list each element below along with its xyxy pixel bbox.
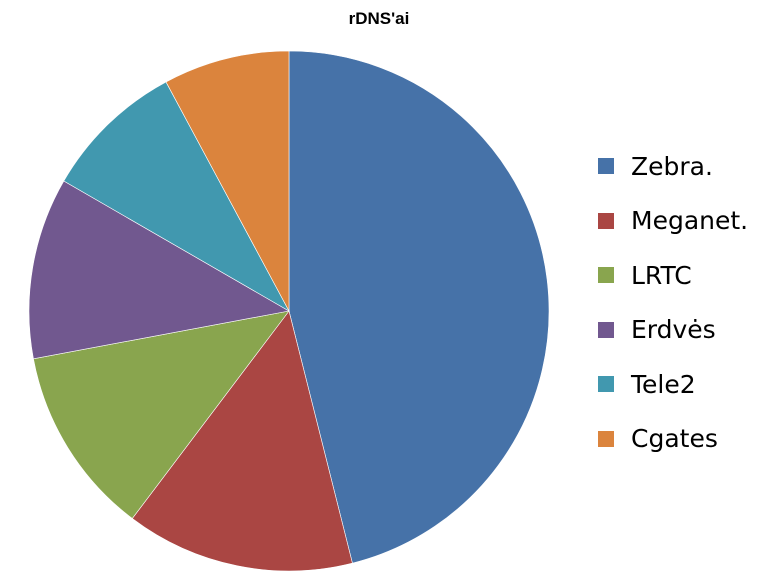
legend-swatch: [598, 376, 614, 393]
legend-swatch: [598, 158, 614, 175]
pie-slice-cgates: [165, 50, 290, 312]
legend-swatch: [598, 321, 614, 338]
pie-slices: [28, 50, 550, 572]
pie-slice-zebra: [288, 50, 550, 564]
chart-title: rDNS'ai: [348, 9, 410, 28]
pie-slice-lrtc: [33, 310, 290, 519]
legend-item-lrtc: LRTC: [598, 248, 748, 303]
legend-swatch: [598, 212, 614, 229]
legend-label: Tele2: [631, 369, 696, 399]
pie-slice-erdv-s: [28, 180, 290, 360]
legend-label: Erdvės: [631, 315, 716, 345]
legend-item-meganet: Meganet.: [598, 194, 748, 249]
legend-item-erdv-s: Erdvės: [598, 303, 748, 358]
pie-slice-tele2: [63, 81, 290, 312]
legend-label: Meganet.: [631, 206, 749, 236]
pie-slice-meganet: [131, 310, 353, 572]
legend-item-tele2: Tele2: [598, 357, 748, 412]
chart-legend: Zebra. Meganet. LRTC Erdvės Tele2 Cgates: [598, 139, 748, 466]
legend-item-zebra: Zebra.: [598, 139, 748, 194]
legend-label: LRTC: [631, 260, 692, 290]
legend-item-cgates: Cgates: [598, 412, 748, 467]
legend-label: Zebra.: [631, 151, 713, 181]
legend-swatch: [598, 267, 614, 284]
legend-swatch: [598, 430, 614, 447]
legend-label: Cgates: [631, 424, 718, 454]
